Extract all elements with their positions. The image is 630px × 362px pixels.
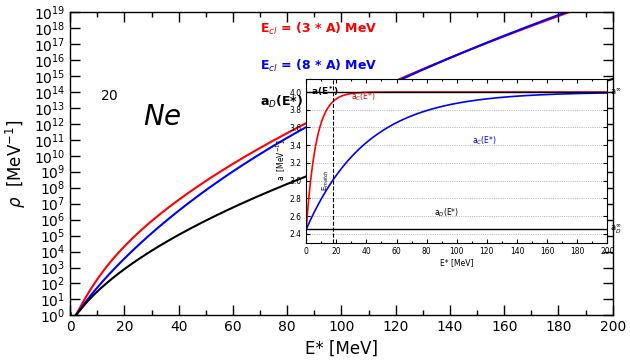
Text: E$_{cl}$ = (8 * A) MeV: E$_{cl}$ = (8 * A) MeV xyxy=(260,58,377,73)
Text: E$_{cl}$ = (3 * A) MeV: E$_{cl}$ = (3 * A) MeV xyxy=(260,21,377,37)
Text: $^{20}$: $^{20}$ xyxy=(100,91,119,110)
X-axis label: E* [MeV]: E* [MeV] xyxy=(305,340,378,358)
Y-axis label: $\rho$  [MeV$^{-1}$]: $\rho$ [MeV$^{-1}$] xyxy=(4,119,28,208)
Text: $Ne$: $Ne$ xyxy=(143,103,181,131)
Text: a$_D$(E*): a$_D$(E*) xyxy=(260,94,303,110)
